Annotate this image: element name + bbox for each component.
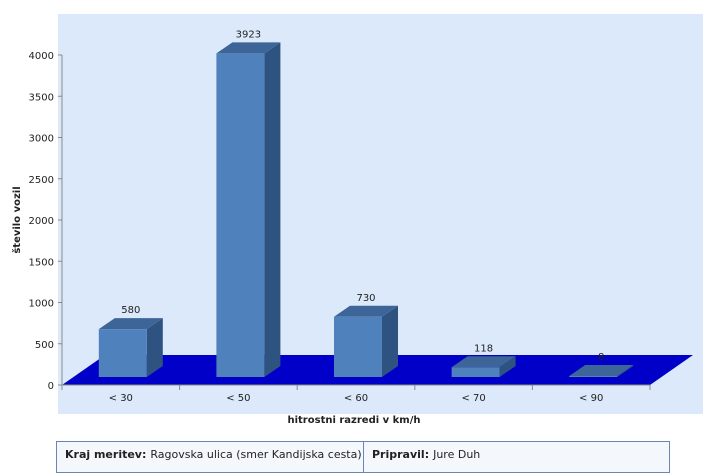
data-label: 580 [121,305,140,316]
y-tick-label: 3500 [29,92,54,103]
bar-top [98,318,163,330]
data-label: 8 [598,352,604,363]
y-tick-label: 1000 [29,299,54,310]
x-tick-label: < 90 [579,393,603,404]
location-value: Ragovska ulica (smer Kandijska cesta) [150,448,362,461]
bar [334,316,382,377]
x-tick-label: < 70 [461,393,485,404]
x-tick-label: < 30 [109,393,133,404]
bar [98,329,147,377]
bar-side [382,305,398,377]
bar-top [451,356,516,368]
bar-top [216,42,281,54]
data-label: 118 [474,343,493,354]
y-tick-label: 3000 [29,134,54,145]
author-cell: Pripravil: Jure Duh [364,442,488,472]
location-cell: Kraj meritev: Ragovska ulica (smer Kandij… [57,442,364,472]
y-axis-title: število vozil [11,186,23,253]
author-label: Pripravil: [372,448,430,461]
bar [216,53,265,377]
author-value: Jure Duh [433,448,481,461]
x-tick-label: < 60 [344,393,368,404]
info-box: Kraj meritev: Ragovska ulica (smer Kandij… [56,441,670,473]
bar [451,367,500,377]
bar-side [264,42,281,377]
bar-chart: 0 500 1000 1500 2000 2500 3000 3500 4000 < 30 < 5… [11,14,703,426]
y-tick-label: 2500 [29,175,54,186]
bar-side [146,318,163,377]
x-tick-label: < 50 [226,393,250,404]
y-tick-label: 4000 [29,51,54,62]
bar-top [334,305,398,317]
y-axis-ticks: 0 500 1000 1500 2000 2500 3000 3500 4000 [29,51,62,392]
location-label: Kraj meritev: [65,448,147,461]
bar-series [98,42,634,377]
y-tick-label: 2000 [29,216,54,227]
x-axis-ticks: < 30 < 50 < 60 < 70 < 90 [61,385,651,404]
data-label: 3923 [236,29,261,40]
y-tick-label: 1500 [29,257,54,268]
data-label: 730 [356,293,375,304]
data-labels: 580 3923 730 118 8 [121,29,604,363]
bar [569,376,618,377]
bar-top [569,365,634,376]
bar-side [499,356,516,377]
y-tick-label: 0 [48,381,54,392]
x-axis-title: hitrostni razredi v km/h [287,415,420,426]
y-tick-label: 500 [35,340,54,351]
bar-side [617,365,634,377]
